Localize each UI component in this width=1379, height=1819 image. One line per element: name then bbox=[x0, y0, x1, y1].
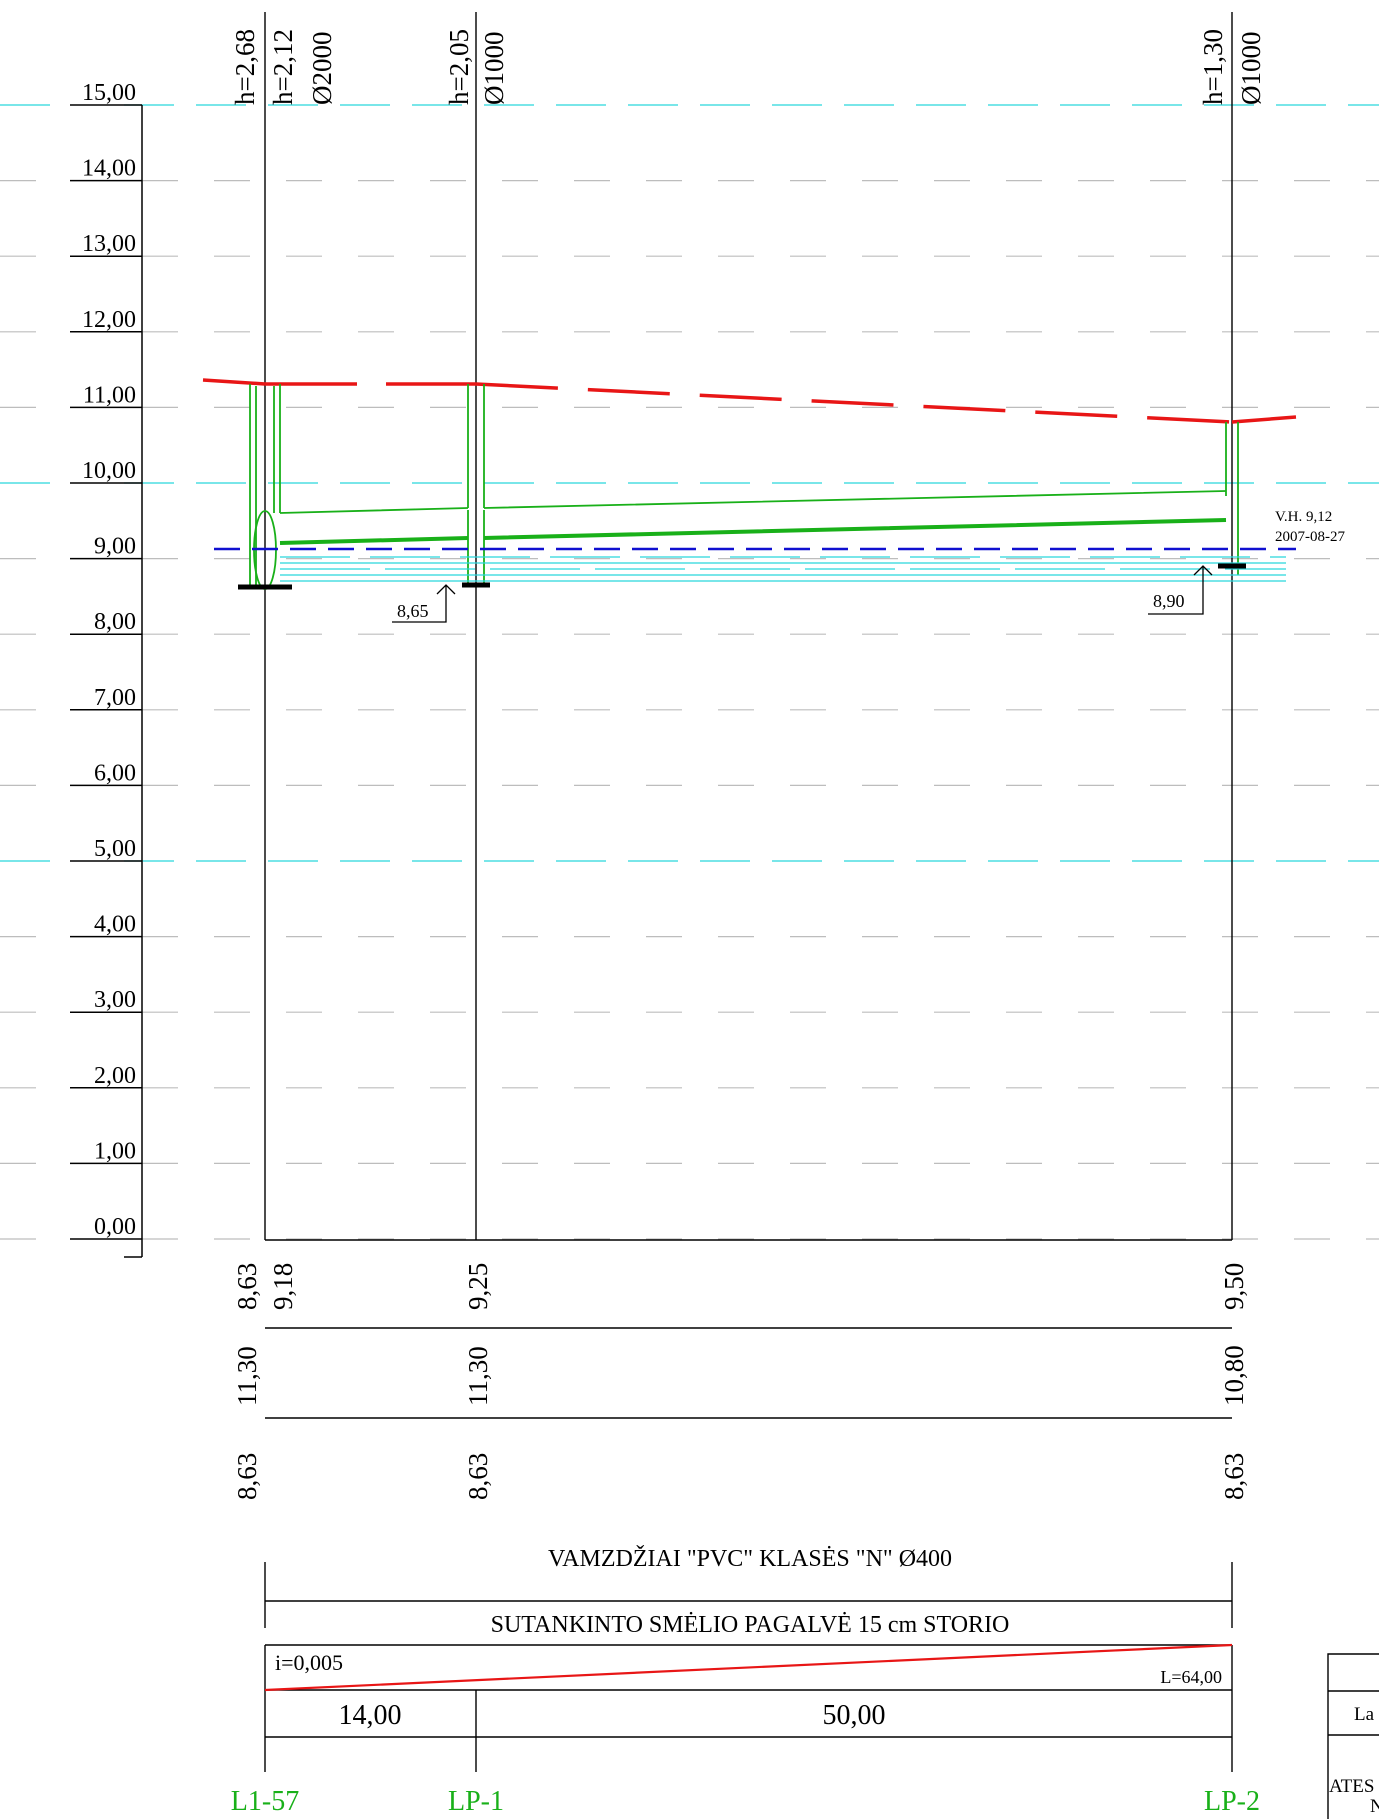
scale-label: 3,00 bbox=[94, 987, 136, 1013]
scale-label: 15,00 bbox=[82, 80, 136, 106]
pipe-spec: VAMZDŽIAI "PVC" KLASĖS "N" Ø400 bbox=[548, 1546, 952, 1572]
scale-label: 13,00 bbox=[82, 231, 136, 257]
well-1-diameter: Ø2000 bbox=[307, 32, 337, 106]
scale-label: 4,00 bbox=[94, 912, 136, 938]
water-level-label: V.H. 9,12 bbox=[1275, 509, 1332, 525]
scale-label: 2,00 bbox=[94, 1063, 136, 1089]
scale-label: 5,00 bbox=[94, 836, 136, 862]
callout-lp-2: 8,90 bbox=[1153, 591, 1185, 611]
ground-surface-line bbox=[202, 378, 1297, 424]
scale-label: 12,00 bbox=[82, 307, 136, 333]
elevation-scale: 15,00 14,00 13,00 12,00 11,00 10,00 9,00 8,00 7,… bbox=[70, 80, 143, 1258]
title-block bbox=[1327, 1653, 1379, 1819]
manhole-l1-57 bbox=[249, 384, 281, 585]
bedding-spec: SUTANKINTO SMĖLIO PAGALVĖ 15 cm STORIO bbox=[491, 1612, 1010, 1638]
water-level: V.H. 9,12 2007-08-27 bbox=[214, 509, 1345, 582]
pipe-lines bbox=[279, 490, 1227, 545]
well-bottoms bbox=[238, 563, 1246, 590]
elevation-values: 8,63 9,18 9,25 9,50 11,30 11,30 10,80 8,… bbox=[232, 1263, 1249, 1500]
manholes bbox=[249, 384, 1239, 590]
scale-label: 10,00 bbox=[82, 458, 136, 484]
well-2-diameter: Ø1000 bbox=[479, 32, 509, 106]
pipe-top-line bbox=[279, 490, 1227, 514]
title-block-row2: ATES bbox=[1329, 1776, 1374, 1797]
well-2-design: 8,63 bbox=[463, 1453, 493, 1500]
well-1-h-outer: h=2,68 bbox=[230, 29, 260, 105]
water-level-date: 2007-08-27 bbox=[1275, 529, 1345, 545]
well-ids: L1-57 LP-1 LP-2 bbox=[231, 1786, 1260, 1817]
scale-label: 0,00 bbox=[94, 1214, 136, 1240]
well-1-ground: 11,30 bbox=[232, 1346, 262, 1406]
pipe-invert-line bbox=[279, 518, 1227, 545]
scale-label: 8,00 bbox=[94, 609, 136, 635]
well-id-l1-57: L1-57 bbox=[231, 1786, 299, 1817]
well-2-pipe-top: 9,25 bbox=[463, 1263, 493, 1310]
well-3-diameter: Ø1000 bbox=[1236, 32, 1266, 106]
elevation-callouts bbox=[392, 565, 1213, 623]
well-1-h-inner: h=2,12 bbox=[268, 29, 298, 105]
distance-1: 14,00 bbox=[339, 1700, 402, 1731]
scale-label: 6,00 bbox=[94, 760, 136, 786]
water-hatching bbox=[280, 556, 1286, 582]
scale-label: 9,00 bbox=[94, 534, 136, 560]
well-3-design: 8,63 bbox=[1219, 1453, 1249, 1500]
manhole-lp-1 bbox=[467, 384, 485, 585]
scale-label: 1,00 bbox=[94, 1138, 136, 1164]
slope-label: i=0,005 bbox=[275, 1650, 343, 1675]
well-1-invert: 8,63 bbox=[232, 1263, 262, 1310]
well-3-ground: 10,80 bbox=[1219, 1345, 1249, 1406]
well-2-h-outer: h=2,05 bbox=[444, 29, 474, 105]
scale-label: 7,00 bbox=[94, 685, 136, 711]
well-headers: h=2,68 h=2,12 Ø2000 h=2,05 Ø1000 h=1,30 … bbox=[230, 29, 1266, 105]
well-2-ground: 11,30 bbox=[463, 1346, 493, 1406]
title-block-row1: La bbox=[1354, 1704, 1375, 1725]
well-1-pipe-top: 9,18 bbox=[268, 1263, 298, 1310]
manhole-lp-2 bbox=[1225, 422, 1239, 575]
distance-2: 50,00 bbox=[823, 1700, 886, 1731]
scale-label: 11,00 bbox=[83, 382, 136, 408]
callout-lp-1: 8,65 bbox=[397, 601, 429, 621]
well-3-h-outer: h=1,30 bbox=[1198, 29, 1228, 105]
title-block-row3: N bbox=[1370, 1796, 1379, 1817]
slope-line bbox=[264, 1643, 1233, 1692]
scale-label: 14,00 bbox=[82, 156, 136, 182]
well-id-lp-1: LP-1 bbox=[448, 1786, 504, 1817]
well-3-pipe-top: 9,50 bbox=[1219, 1263, 1249, 1310]
elevation-grid bbox=[0, 104, 1379, 1240]
well-id-lp-2: LP-2 bbox=[1204, 1786, 1260, 1817]
well-lines bbox=[264, 12, 1233, 1240]
length-label: L=64,00 bbox=[1160, 1667, 1222, 1687]
well-1-design: 8,63 bbox=[232, 1453, 262, 1500]
profile-table-lines bbox=[264, 1239, 1233, 1772]
